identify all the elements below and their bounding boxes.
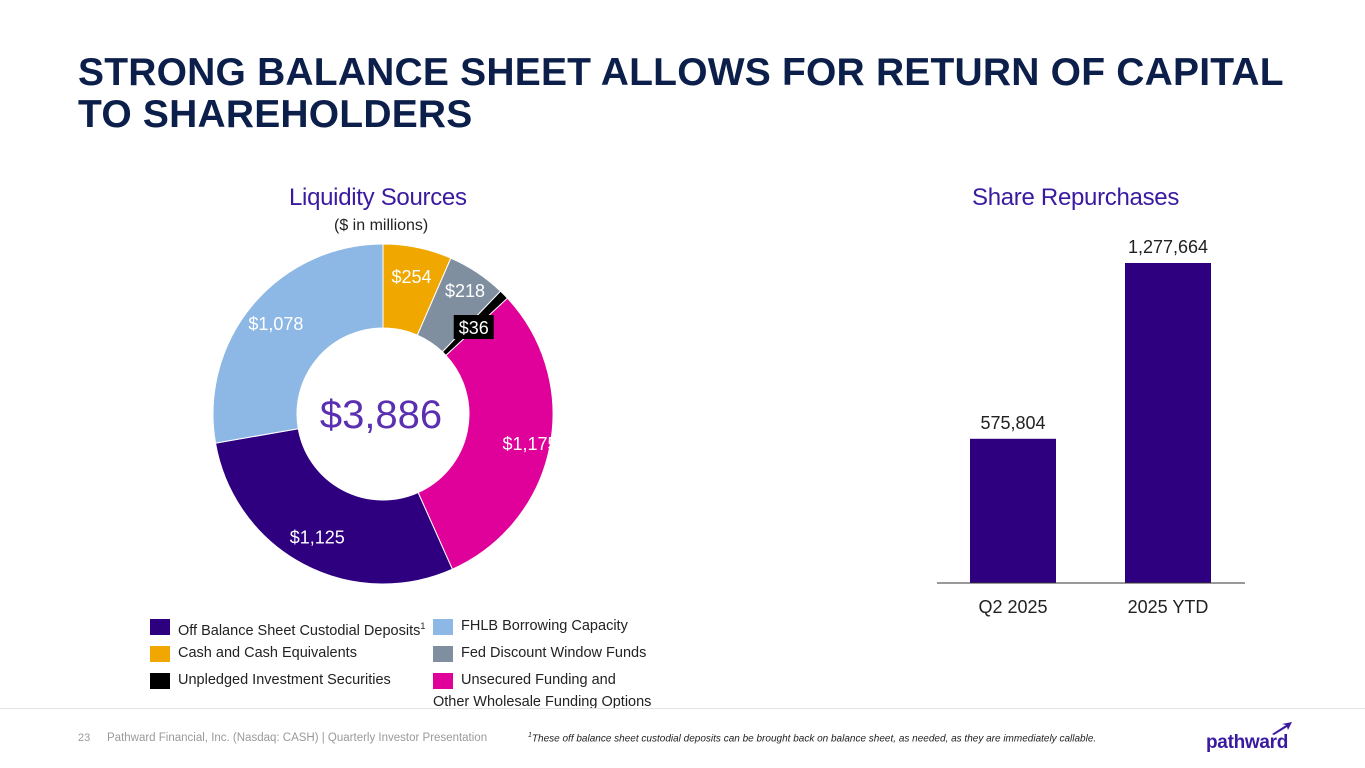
legend-label: FHLB Borrowing Capacity	[461, 618, 628, 634]
legend-item-cash: Cash and Cash Equivalents	[150, 645, 357, 664]
footer-text: Pathward Financial, Inc. (Nasdaq: CASH) …	[107, 732, 488, 744]
legend-item-fed-discount: Fed Discount Window Funds	[433, 645, 646, 664]
legend-swatch	[150, 619, 170, 635]
legend-item-custodial-deposits: Off Balance Sheet Custodial Deposits1	[150, 618, 425, 642]
donut-slice-label: $1,125	[290, 528, 345, 548]
legend-label: Cash and Cash Equivalents	[178, 645, 357, 661]
donut-slice-label: $254	[392, 267, 432, 287]
page-number: 23	[78, 732, 91, 744]
legend-item-unpledged-securities: Unpledged Investment Securities	[150, 672, 391, 691]
legend-swatch	[433, 619, 453, 635]
legend-label: Off Balance Sheet Custodial Deposits	[178, 622, 421, 639]
logo-wordmark: pathward	[1206, 732, 1289, 753]
bar-category-label: 2025 YTD	[1128, 597, 1209, 617]
legend-swatch	[150, 673, 170, 689]
legend-label-line-2: Other Wholesale Funding Options	[433, 694, 652, 710]
donut-slice-label: $1,175	[502, 434, 557, 454]
liquidity-chart-title: Liquidity Sources	[289, 184, 467, 211]
bar-value-label: 1,277,664	[1128, 237, 1208, 257]
legend-item-fhlb: FHLB Borrowing Capacity	[433, 618, 628, 637]
logo-arrow-icon	[1272, 722, 1292, 735]
donut-slice-label: $218	[445, 281, 485, 301]
donut-slice	[214, 428, 454, 585]
legend-label: Fed Discount Window Funds	[461, 645, 647, 661]
bar-value-label: 575,804	[980, 413, 1045, 433]
page-title-line-1: STRONG BALANCE SHEET ALLOWS FOR RETURN O…	[78, 51, 1284, 94]
pathward-logo: pathward	[1206, 722, 1296, 756]
donut-slice-label: $36	[459, 318, 489, 338]
share-repurchases-bar-chart: 575,804 Q2 2025 1,277,664 2025 YTD	[937, 237, 1245, 617]
liquidity-donut-chart: $254 $218 $36 $1,175 $1,125 $1,078 $3,886	[212, 243, 558, 585]
page-title-line-2: TO SHAREHOLDERS	[78, 93, 473, 136]
bar-category-label: Q2 2025	[978, 597, 1047, 617]
bar	[1125, 263, 1211, 583]
bar	[970, 438, 1056, 583]
legend-footnote-mark: 1	[420, 621, 426, 631]
donut-center-total: $3,886	[320, 393, 442, 437]
legend-label: Unpledged Investment Securities	[178, 672, 391, 688]
legend-item-unsecured-funding: Unsecured Funding and Other Wholesale Fu…	[433, 672, 651, 713]
footnote-mark: 1	[528, 732, 532, 739]
legend-label: Unsecured Funding and	[461, 672, 616, 688]
legend-swatch	[433, 673, 453, 689]
footer-divider	[0, 708, 1365, 709]
legend-swatch	[433, 646, 453, 662]
donut-label-box	[453, 315, 494, 340]
donut-slice	[417, 297, 554, 570]
liquidity-chart-subtitle: ($ in millions)	[334, 217, 429, 234]
liquidity-legend: Off Balance Sheet Custodial Deposits1 Ca…	[150, 616, 710, 716]
donut-slice	[212, 243, 384, 444]
legend-swatch	[150, 646, 170, 662]
footnote-text: These off balance sheet custodial deposi…	[531, 733, 1097, 745]
share-repurchases-chart-title: Share Repurchases	[972, 184, 1180, 211]
footnote: 1These off balance sheet custodial depos…	[528, 732, 1096, 744]
page-title: STRONG BALANCE SHEET ALLOWS FOR RETURN O…	[78, 52, 1298, 136]
donut-slice-label: $1,078	[248, 314, 303, 334]
